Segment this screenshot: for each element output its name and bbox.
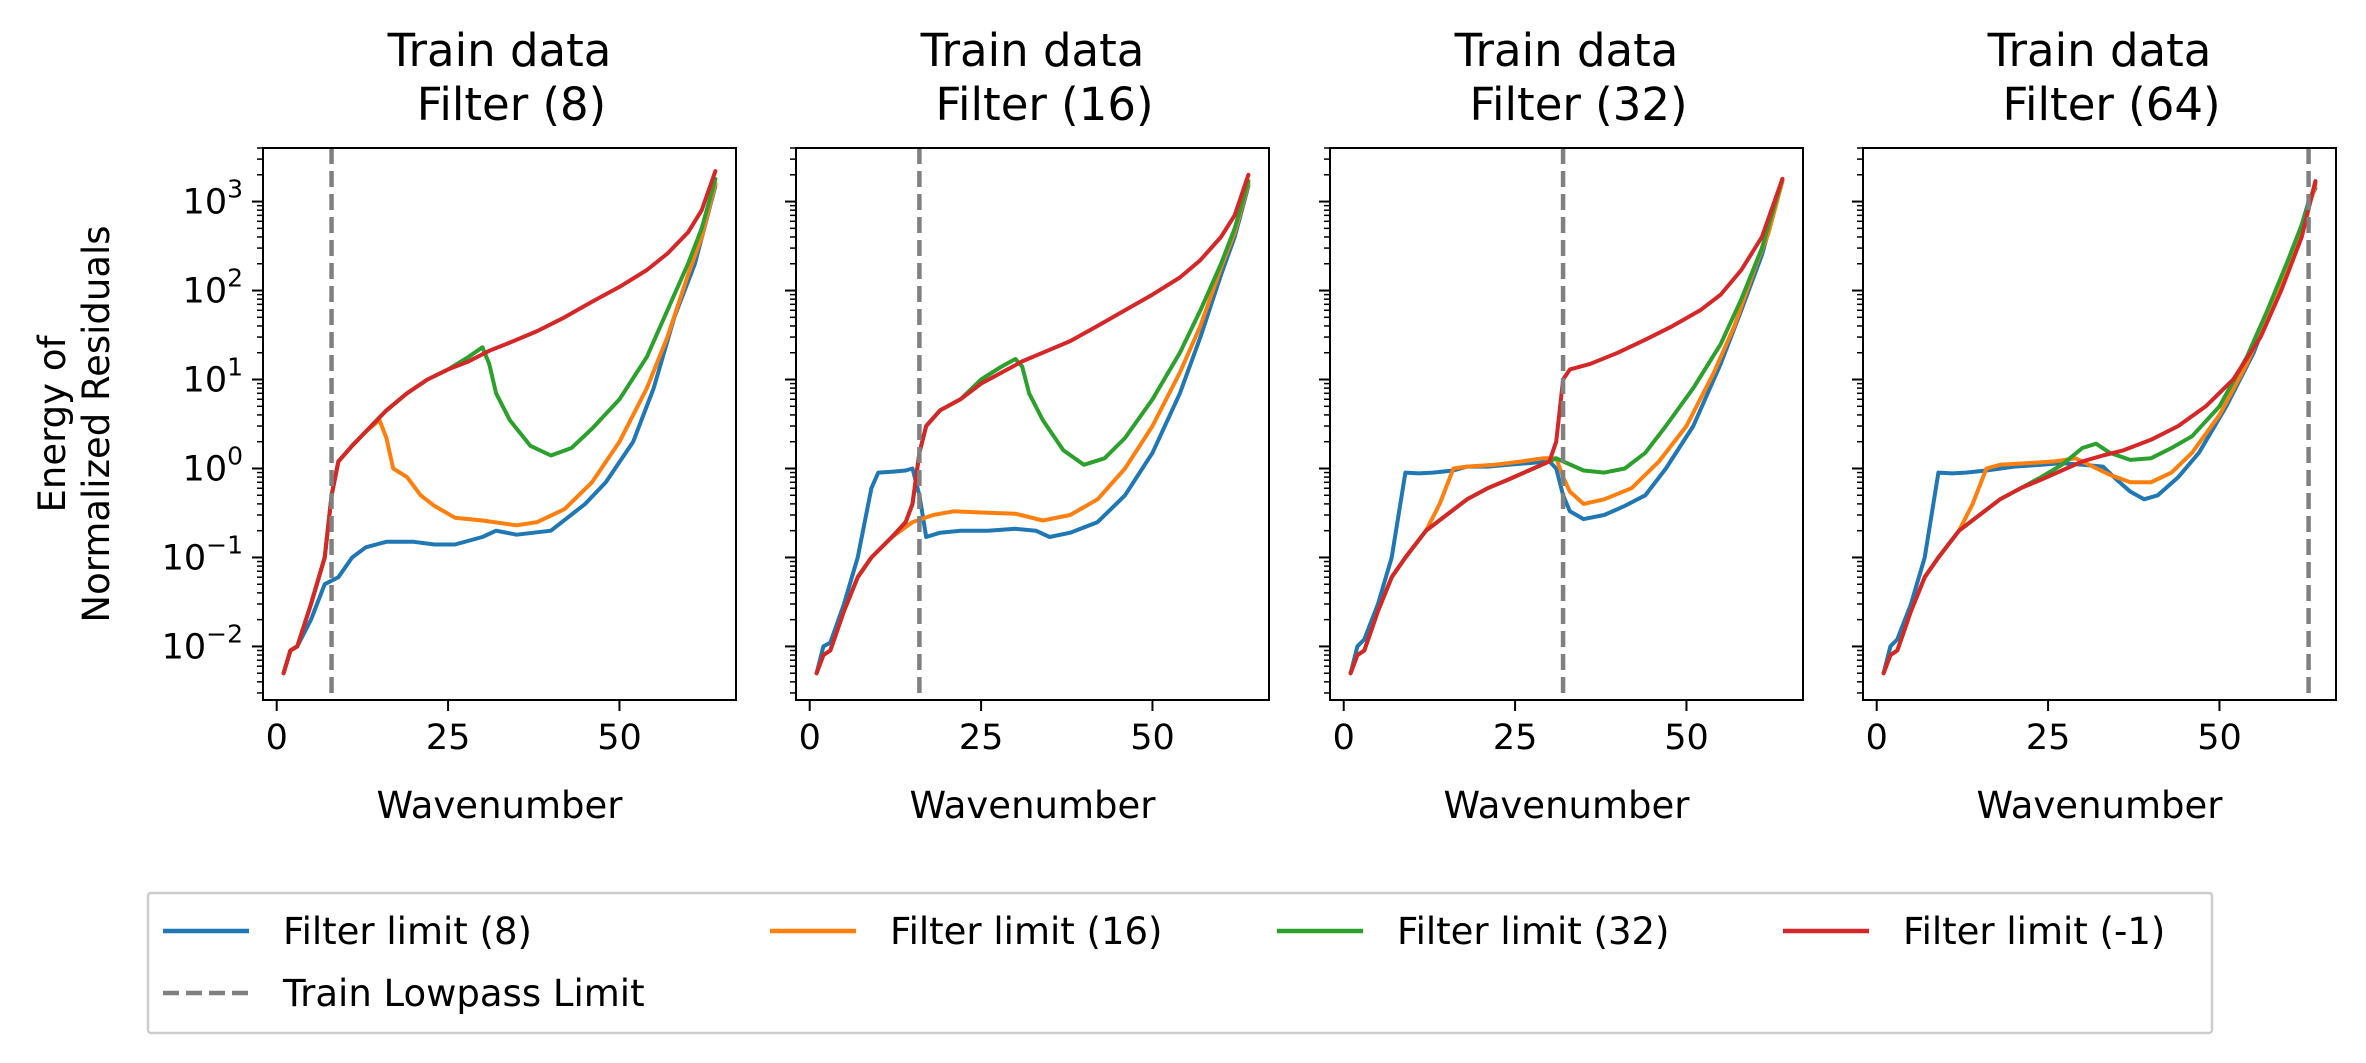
panel-title-line: Filter (16)	[935, 78, 1153, 131]
legend-label: Filter limit (16)	[890, 910, 1163, 953]
plot-area	[1348, 148, 1785, 700]
x-tick-label: 50	[2197, 718, 2242, 758]
plot-area	[1881, 148, 2318, 700]
y-tick-base: 10	[183, 183, 228, 223]
series-line-filter-limit-8	[281, 183, 718, 676]
series-line-filter-limit-8	[1881, 186, 2318, 676]
y-tick-label: 10−2	[162, 619, 243, 667]
x-axis-label: Wavenumber	[377, 784, 624, 827]
panel-1: Train data Filter (8)10−210−1100101102103…	[162, 24, 737, 827]
x-axis-label: Wavenumber	[1444, 784, 1691, 827]
legend-label: Filter limit (-1)	[1903, 910, 2165, 953]
x-axis-label: Wavenumber	[910, 784, 1157, 827]
series-line-filter-limit-1	[1348, 176, 1785, 676]
series-line-filter-limit-16	[1348, 179, 1785, 676]
series-line-filter-limit-32	[1881, 181, 2318, 676]
x-tick-label: 50	[597, 718, 642, 758]
panel-3: Train data Filter (32) 0 25 50 Wavenumber	[1319, 24, 1804, 827]
panel-title: Train data Filter (32)	[1454, 24, 1688, 131]
y-tick-exponent: −1	[206, 530, 243, 559]
y-tick-base: 10	[183, 361, 228, 401]
legend-label: Filter limit (32)	[1397, 910, 1670, 953]
plot-area	[281, 148, 718, 700]
panel-title: Train data Filter (16)	[920, 24, 1154, 131]
series-line-filter-limit-32	[814, 179, 1251, 676]
y-axis-label-line: Normalized Residuals	[75, 225, 118, 622]
plot-frame	[262, 147, 737, 701]
panel-title-line: Filter (64)	[2002, 78, 2220, 131]
x-tick-label: 0	[799, 718, 821, 758]
y-tick-base: 10	[183, 272, 228, 312]
y-tick-label: 10−1	[162, 530, 243, 578]
panel-title-line: Train data	[1454, 24, 1679, 77]
y-tick-base: 10	[183, 449, 228, 489]
series-line-filter-limit-32	[1348, 176, 1785, 676]
x-tick-label: 25	[426, 718, 471, 758]
panel-4: Train data Filter (64) 0 25 50 Wavenumber	[1852, 24, 2337, 827]
legend-box	[146, 891, 2214, 1035]
series-line-filter-limit-16	[281, 181, 718, 676]
panel-2: Train data Filter (16) 0 25 50 Wavenumber	[785, 24, 1270, 827]
x-tick-label: 0	[1866, 718, 1888, 758]
plot-frame	[1862, 147, 2337, 701]
plot-frame	[795, 147, 1270, 701]
y-tick-base: 10	[162, 538, 207, 578]
plot-frame	[1329, 147, 1804, 701]
x-tick-label: 50	[1130, 718, 1175, 758]
series-line-filter-limit-1	[1881, 179, 2318, 676]
y-axis-label-line: Energy of	[31, 335, 74, 513]
y-axis-label: Energy ofNormalized Residuals	[31, 225, 118, 622]
panel-title-line: Filter (8)	[417, 78, 607, 131]
series-line-filter-limit-16	[1881, 183, 2318, 676]
panel-title-line: Train data	[1987, 24, 2212, 77]
legend-label: Train Lowpass Limit	[282, 972, 645, 1015]
y-tick-label: 102	[183, 264, 243, 312]
plot-area	[814, 148, 1251, 700]
x-axis-label: Wavenumber	[1977, 784, 2224, 827]
x-tick-label: 25	[959, 718, 1004, 758]
y-tick-label: 103	[183, 175, 243, 223]
series-line-filter-limit-8	[1348, 179, 1785, 676]
x-tick-label: 50	[1664, 718, 1709, 758]
panel-title-line: Train data	[387, 24, 612, 77]
panel-title-line: Train data	[920, 24, 1145, 77]
y-tick-exponent: 0	[227, 441, 243, 470]
legend-label: Filter limit (8)	[283, 910, 532, 953]
series-line-filter-limit-32	[281, 176, 718, 676]
legend: Filter limit (8) Filter limit (16) Filter …	[146, 891, 2214, 1035]
y-tick-exponent: 2	[227, 264, 243, 293]
x-tick-label: 0	[1333, 718, 1355, 758]
panel-title: Train data Filter (8)	[387, 24, 612, 131]
series-line-filter-limit-16	[814, 181, 1251, 676]
y-tick-exponent: −2	[206, 619, 243, 648]
x-tick-label: 0	[266, 718, 288, 758]
x-tick-label: 25	[2026, 718, 2071, 758]
panel-title: Train data Filter (64)	[1987, 24, 2221, 131]
y-tick-exponent: 1	[227, 353, 243, 382]
y-tick-exponent: 3	[227, 175, 243, 204]
y-tick-base: 10	[162, 627, 207, 667]
series-line-filter-limit-8	[814, 183, 1251, 676]
y-tick-label: 101	[183, 353, 243, 401]
panel-title-line: Filter (32)	[1469, 78, 1687, 131]
series-line-filter-limit-1	[814, 172, 1251, 676]
series-line-filter-limit-1	[281, 169, 718, 676]
y-tick-label: 100	[183, 441, 243, 489]
x-tick-label: 25	[1493, 718, 1538, 758]
